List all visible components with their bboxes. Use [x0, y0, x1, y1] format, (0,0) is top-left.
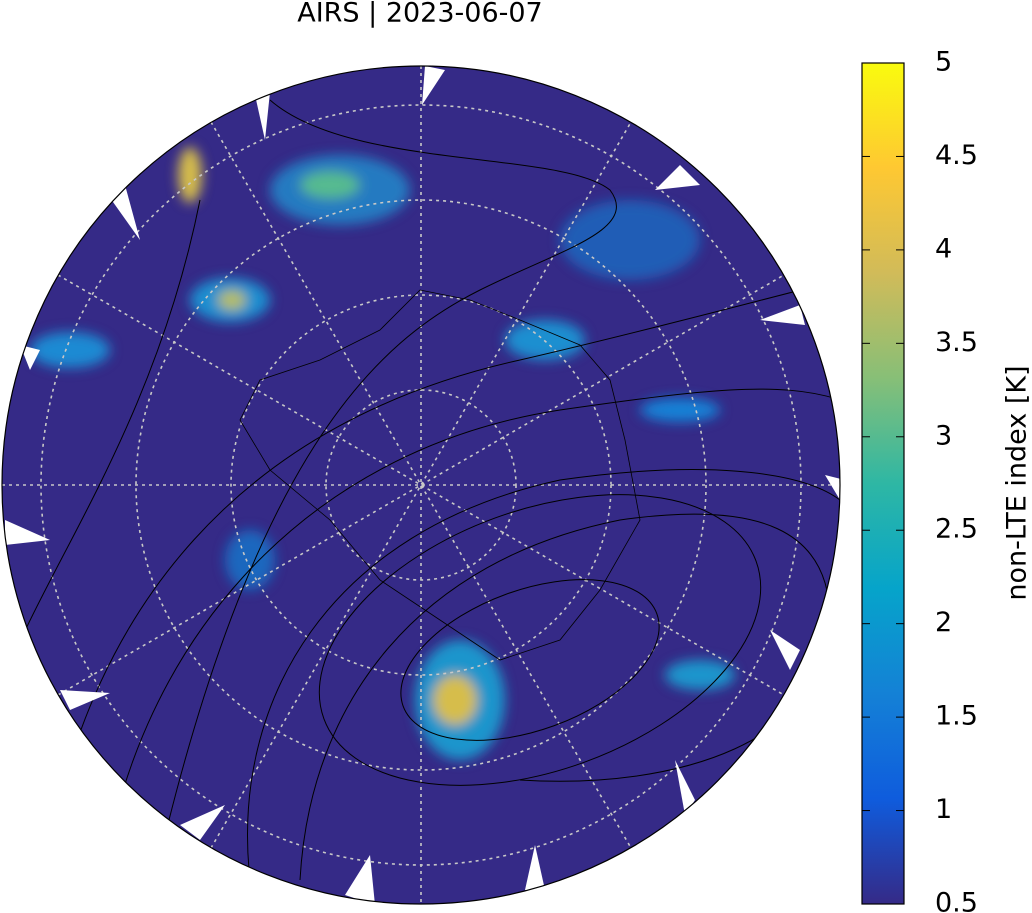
colorbar-tick-label: 3.5: [935, 327, 978, 358]
coastline: [239, 289, 641, 661]
grid: [2, 66, 840, 904]
colorbar-tick-label: 0.5: [935, 888, 978, 913]
colorbar: [861, 62, 905, 905]
colorbar-label: non-LTE index [K]: [1002, 365, 1032, 600]
map-disk: [2, 66, 840, 904]
colorbar-tick-label: 1: [935, 794, 952, 825]
title: AIRS | 2023-06-07: [297, 0, 543, 29]
data-gaps: [5, 66, 840, 904]
map-background: [2, 66, 840, 904]
colorbar-tick-label: 2: [935, 607, 952, 638]
colorbar-tick-label: 5: [935, 47, 952, 78]
colorbar-tick-label: 4: [935, 233, 952, 264]
colorbar-tick-label: 2.5: [935, 514, 978, 545]
map-border: [1, 65, 841, 905]
colorbar-tick-label: 4.5: [935, 140, 978, 171]
colorbar-tick-label: 3: [935, 420, 952, 451]
colorbar-tick-label: 1.5: [935, 701, 978, 732]
